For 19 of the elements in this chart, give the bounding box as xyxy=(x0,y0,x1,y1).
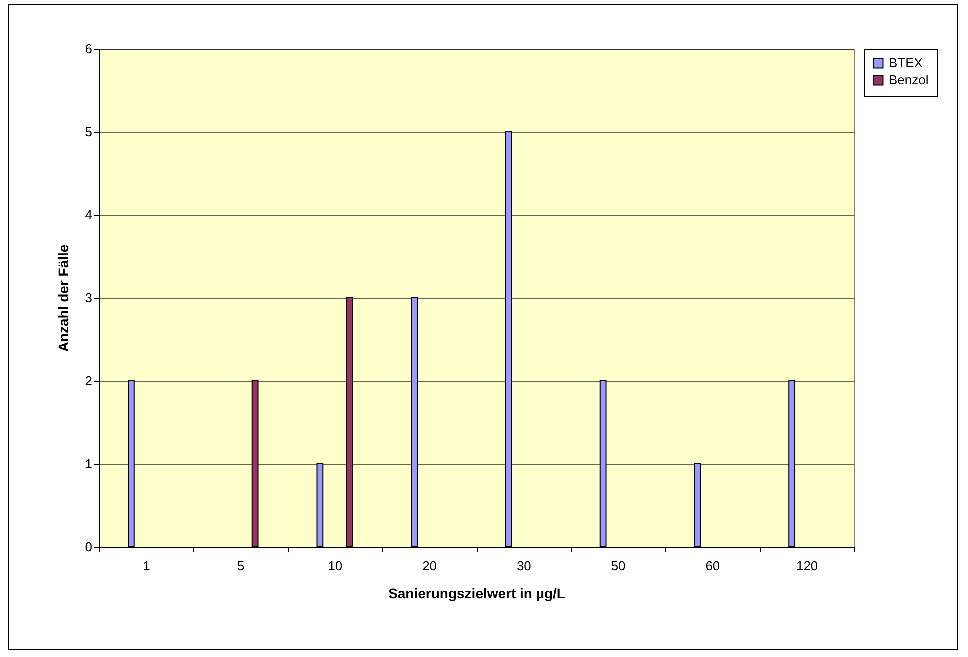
x-tick-label: 120 xyxy=(796,558,818,574)
y-tick-label: 2 xyxy=(85,374,92,388)
x-tick-label: 5 xyxy=(237,558,245,574)
x-tick-label: 10 xyxy=(328,558,343,574)
y-tick-label: 4 xyxy=(85,208,92,222)
y-tick-label: 3 xyxy=(85,290,92,306)
legend-label: Benzol xyxy=(889,72,929,88)
x-tick-label: 30 xyxy=(516,558,532,574)
x-tick-label: 20 xyxy=(422,558,438,574)
y-tick-label: 5 xyxy=(85,124,92,140)
legend-label: BTEX xyxy=(889,56,924,70)
x-axis-title: Sanierungszielwert in µg/L xyxy=(388,586,566,602)
x-tick-label: 1 xyxy=(143,558,150,574)
y-tick-label: 6 xyxy=(85,42,92,56)
y-axis-title: Anzahl der Fälle xyxy=(55,244,72,352)
x-tick-label: 60 xyxy=(706,558,720,574)
y-tick-label: 1 xyxy=(85,456,92,472)
x-tick-label: 50 xyxy=(611,558,626,574)
y-tick-label: 0 xyxy=(85,540,92,554)
